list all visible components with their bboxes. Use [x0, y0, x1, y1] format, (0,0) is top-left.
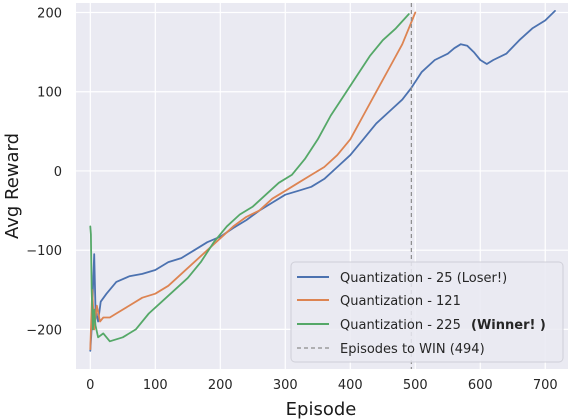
- x-tick-label: 400: [338, 378, 363, 393]
- legend-text-q225: Quantization - 225 (Winner! ): [340, 318, 546, 333]
- y-tick-label: −100: [26, 244, 62, 259]
- y-tick-labels: −200 −100 0 100 200: [26, 7, 62, 339]
- y-tick-label: −200: [26, 323, 62, 338]
- y-tick-label: 200: [37, 7, 62, 22]
- x-axis-label: Episode: [286, 399, 357, 420]
- x-tick-label: 100: [143, 378, 168, 393]
- x-tick-label: 300: [273, 378, 298, 393]
- series-layer: [89, 9, 556, 352]
- x-tick-label: 600: [468, 378, 493, 393]
- x-tick-label: 0: [86, 378, 94, 393]
- legend: Quantization - 25 (Loser!) Quantization …: [290, 261, 564, 363]
- series-line-0: [89, 9, 556, 352]
- y-axis-label: Avg Reward: [2, 133, 23, 239]
- legend-box: [290, 261, 564, 363]
- legend-text-win: Episodes to WIN (494): [340, 342, 485, 357]
- series-line-1: [89, 11, 417, 351]
- legend-text-q121: Quantization - 121: [340, 294, 461, 309]
- x-tick-label: 500: [403, 378, 428, 393]
- x-tick-labels: 0 100 200 300 400 500 600 700: [86, 378, 558, 393]
- x-tick-label: 200: [208, 378, 233, 393]
- y-tick-label: 100: [37, 86, 62, 101]
- legend-text-q225-name: Quantization - 225: [340, 318, 461, 333]
- legend-text-q25: Quantization - 25 (Loser!): [340, 271, 507, 286]
- series-line-2: [89, 13, 410, 343]
- x-tick-label: 700: [533, 378, 558, 393]
- grid: [76, 3, 568, 369]
- y-tick-label: 0: [54, 165, 62, 180]
- legend-text-q225-suffix: (Winner! ): [471, 318, 546, 333]
